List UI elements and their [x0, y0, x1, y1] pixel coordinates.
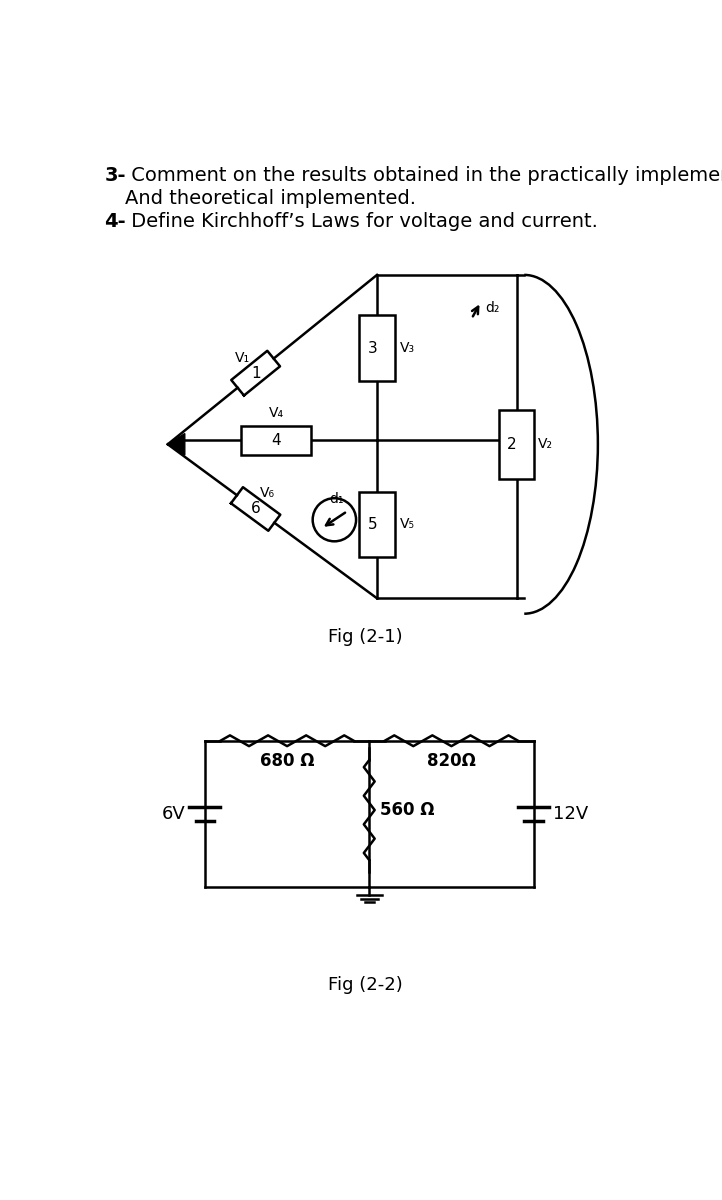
Text: d₂: d₂	[485, 301, 500, 316]
Text: V₄: V₄	[269, 406, 284, 420]
Bar	[500, 409, 534, 479]
Text: 12V: 12V	[553, 805, 588, 823]
Text: 4: 4	[271, 433, 281, 448]
Text: 680 Ω: 680 Ω	[260, 751, 314, 769]
Text: And theoretical implemented.: And theoretical implemented.	[125, 188, 416, 208]
Polygon shape	[168, 433, 185, 455]
Text: V₂: V₂	[538, 437, 553, 451]
Text: 5: 5	[367, 517, 377, 532]
Text: 6: 6	[251, 502, 261, 516]
Bar	[359, 492, 395, 557]
Bar	[241, 426, 311, 455]
Text: Fig (2-2): Fig (2-2)	[328, 976, 403, 994]
Text: V₆: V₆	[260, 486, 275, 500]
Text: 3-: 3-	[104, 166, 126, 185]
Text: 820Ω: 820Ω	[427, 751, 476, 769]
Text: 2: 2	[507, 437, 517, 451]
Text: 1: 1	[251, 366, 261, 380]
Text: d₁: d₁	[329, 492, 344, 506]
Text: 3: 3	[367, 341, 377, 355]
Text: V₅: V₅	[399, 517, 414, 532]
Bar	[359, 314, 395, 382]
Text: 6V: 6V	[162, 805, 186, 823]
Text: 4-: 4-	[104, 211, 126, 230]
Text: Fig (2-1): Fig (2-1)	[328, 628, 403, 646]
Text: V₁: V₁	[235, 350, 251, 365]
Text: 560 Ω: 560 Ω	[380, 802, 435, 820]
Text: V₃: V₃	[399, 341, 414, 355]
Text: Define Kirchhoff’s Laws for voltage and current.: Define Kirchhoff’s Laws for voltage and …	[125, 211, 598, 230]
Text: Comment on the results obtained in the practically implemented: Comment on the results obtained in the p…	[125, 166, 722, 185]
